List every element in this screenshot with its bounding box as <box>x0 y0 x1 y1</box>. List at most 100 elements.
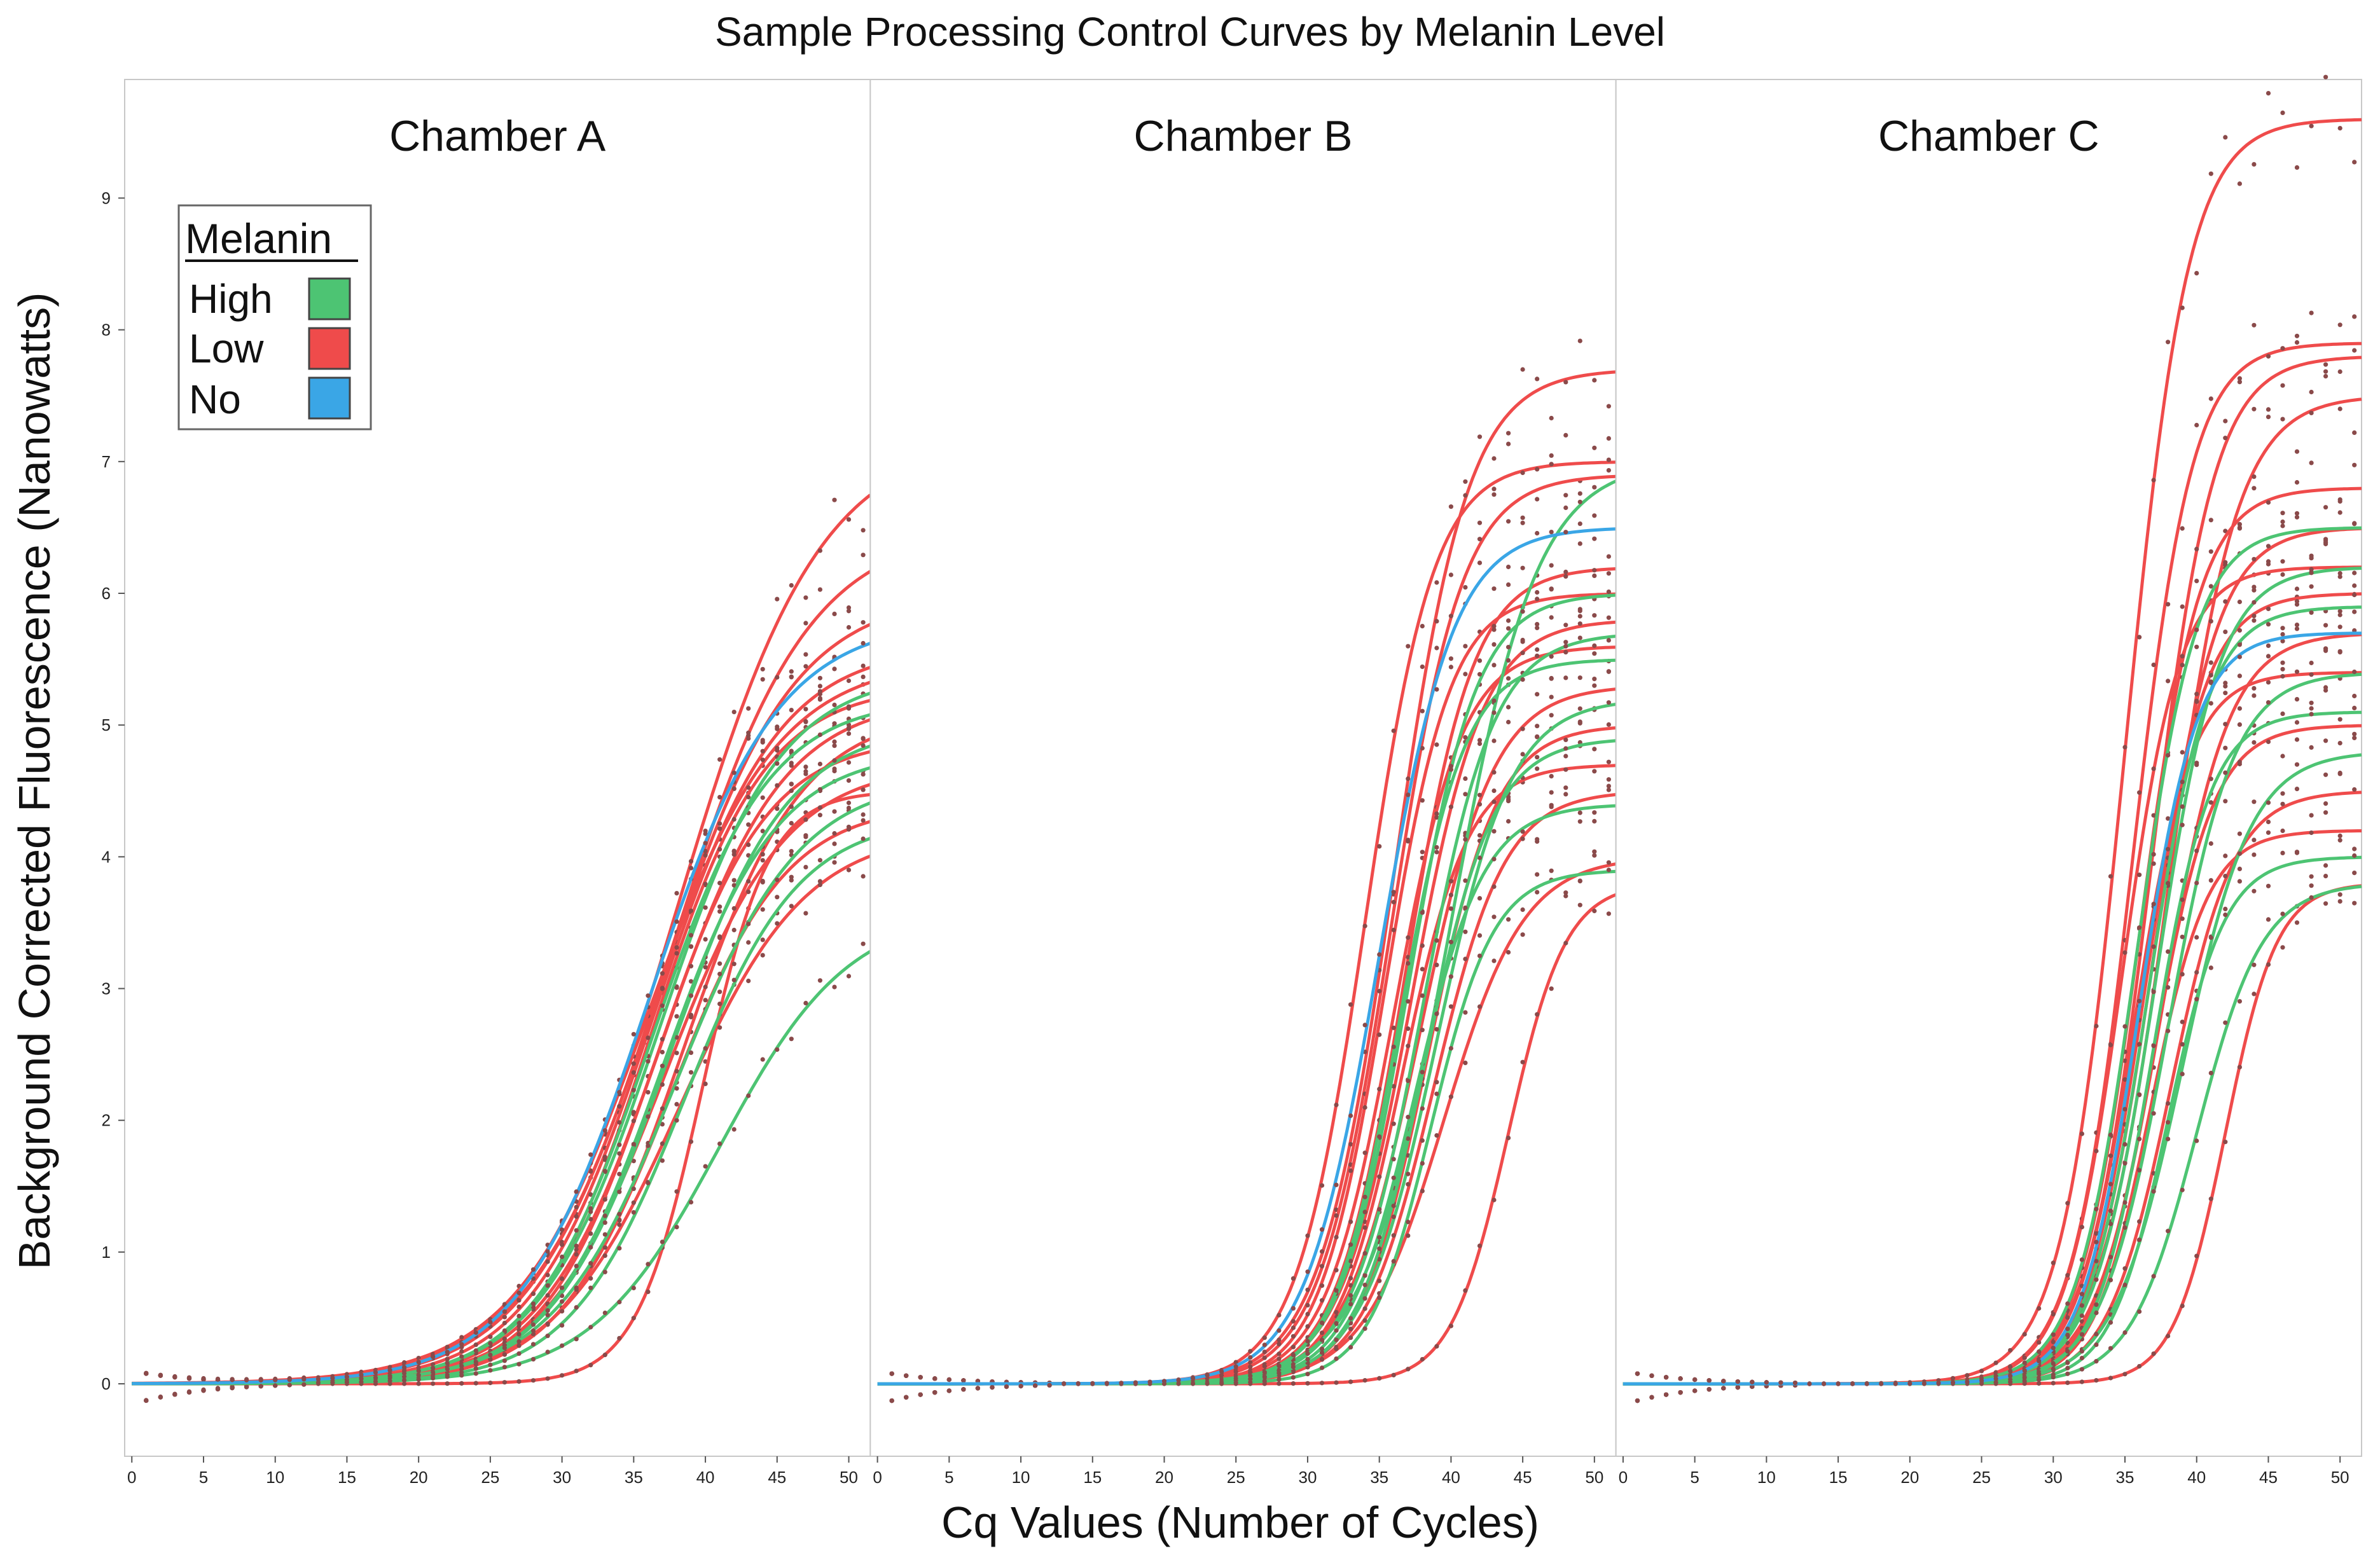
data-point <box>2022 1355 2027 1360</box>
panel-title: Chamber C <box>1878 112 2100 160</box>
data-point <box>803 911 808 916</box>
data-point <box>846 827 852 832</box>
data-point <box>2252 588 2257 593</box>
data-point <box>1535 692 1540 697</box>
data-point <box>588 1152 593 1157</box>
data-point <box>817 689 822 694</box>
data-point <box>2151 478 2156 483</box>
data-point <box>1535 647 1540 652</box>
data-point <box>1850 1381 1855 1386</box>
data-point <box>1305 1311 1310 1317</box>
data-point <box>1606 589 1611 595</box>
data-point <box>2294 850 2300 855</box>
data-point <box>1606 787 1611 792</box>
data-point <box>760 878 765 884</box>
data-point <box>1535 589 1540 595</box>
data-point <box>832 666 837 672</box>
data-point <box>674 1086 679 1091</box>
data-point <box>1577 902 1582 907</box>
data-point <box>2122 1282 2127 1288</box>
data-point <box>789 849 794 854</box>
data-point <box>1248 1376 1253 1381</box>
data-point <box>2151 902 2156 907</box>
data-point <box>717 989 723 995</box>
data-point <box>803 621 808 626</box>
data-point <box>1592 651 1597 656</box>
data-point <box>201 1388 206 1393</box>
data-point <box>602 1157 607 1162</box>
data-point <box>2352 348 2357 353</box>
data-point <box>2237 866 2242 871</box>
data-point <box>1406 955 1411 960</box>
data-point <box>574 1285 579 1290</box>
data-point <box>1377 1257 1382 1262</box>
data-point <box>560 1285 565 1290</box>
data-point <box>2223 691 2228 696</box>
data-point <box>2309 672 2314 677</box>
data-point <box>1262 1349 1267 1355</box>
data-point <box>1362 1150 1367 1155</box>
data-point <box>660 1063 665 1068</box>
data-point <box>717 961 723 966</box>
data-point <box>1420 624 1425 629</box>
data-point <box>1606 669 1611 674</box>
data-point <box>803 817 808 822</box>
data-point <box>674 1225 679 1230</box>
data-point <box>2008 1379 2013 1384</box>
data-point <box>516 1320 522 1325</box>
data-point <box>2065 1327 2070 1332</box>
x-tick-label: 45 <box>1514 1468 1532 1487</box>
data-point <box>1448 906 1453 911</box>
data-point <box>1420 993 1425 998</box>
data-point <box>674 951 679 956</box>
data-point <box>1348 1345 1353 1350</box>
data-point <box>2309 706 2314 711</box>
data-point <box>746 706 751 711</box>
data-point <box>2337 741 2342 746</box>
data-point <box>2252 406 2257 411</box>
data-point <box>2166 1334 2171 1339</box>
data-point <box>1606 571 1611 576</box>
data-point <box>1577 499 1582 504</box>
data-point <box>703 937 708 942</box>
data-point <box>775 921 780 926</box>
data-point <box>230 1377 235 1382</box>
data-point <box>1491 492 1497 497</box>
data-point <box>1463 837 1468 842</box>
data-point <box>502 1380 508 1385</box>
data-point <box>1377 989 1382 994</box>
data-point <box>789 1037 794 1042</box>
data-point <box>2337 833 2342 838</box>
data-point <box>1334 1337 1339 1342</box>
data-point <box>703 1164 708 1169</box>
data-point <box>703 841 708 846</box>
data-point <box>631 1141 636 1147</box>
data-point <box>2294 669 2300 674</box>
data-point <box>1506 431 1511 436</box>
data-point <box>602 1253 607 1258</box>
data-point <box>2337 624 2342 630</box>
data-point <box>1506 676 1511 681</box>
data-point <box>516 1379 522 1384</box>
data-point <box>789 804 794 810</box>
data-point <box>1592 613 1597 618</box>
data-point <box>731 848 737 853</box>
data-point <box>2180 972 2185 977</box>
data-point <box>1491 738 1497 743</box>
data-point <box>1334 1346 1339 1351</box>
data-point <box>1520 677 1525 682</box>
data-point <box>1248 1379 1253 1385</box>
data-point <box>530 1301 536 1306</box>
data-point <box>731 962 737 967</box>
data-point <box>1348 1316 1353 1321</box>
data-point <box>574 1228 579 1233</box>
data-point <box>660 971 665 976</box>
data-point <box>861 553 866 558</box>
data-point <box>631 1186 636 1191</box>
data-point <box>889 1398 894 1403</box>
data-point <box>760 666 765 672</box>
data-point <box>832 758 837 763</box>
data-point <box>817 787 822 792</box>
data-point <box>144 1398 149 1403</box>
data-point <box>545 1259 550 1264</box>
